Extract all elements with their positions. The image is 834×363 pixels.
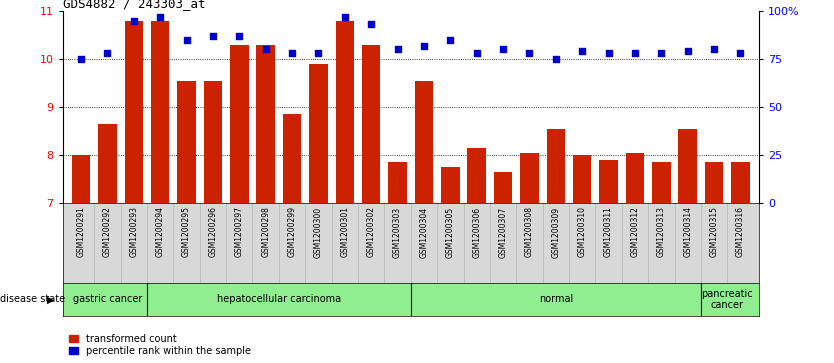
Bar: [573, 155, 591, 203]
Point: [575, 48, 589, 54]
Text: GDS4882 / 243303_at: GDS4882 / 243303_at: [63, 0, 205, 10]
Text: GSM1200309: GSM1200309: [551, 207, 560, 258]
Legend: transformed count, percentile rank within the sample: transformed count, percentile rank withi…: [68, 332, 253, 358]
Bar: [468, 148, 486, 203]
Bar: [230, 45, 249, 203]
Point: [655, 50, 668, 56]
Point: [285, 50, 299, 56]
Text: GSM1200306: GSM1200306: [472, 207, 481, 258]
Point: [153, 14, 167, 20]
Bar: [679, 129, 697, 203]
Bar: [652, 162, 671, 203]
Bar: [283, 114, 301, 203]
Bar: [441, 167, 460, 203]
Text: disease state: disease state: [0, 294, 65, 305]
Bar: [520, 153, 539, 203]
Text: GSM1200302: GSM1200302: [367, 207, 375, 257]
Text: GSM1200298: GSM1200298: [261, 207, 270, 257]
Point: [259, 46, 273, 52]
Text: GSM1200299: GSM1200299: [288, 207, 297, 257]
Bar: [203, 81, 222, 203]
Text: GSM1200316: GSM1200316: [736, 207, 745, 257]
Text: GSM1200313: GSM1200313: [657, 207, 666, 257]
Point: [602, 50, 615, 56]
Point: [312, 50, 325, 56]
Text: ▶: ▶: [47, 294, 54, 305]
Text: GSM1200310: GSM1200310: [578, 207, 586, 257]
Point: [74, 56, 88, 62]
Text: GSM1200294: GSM1200294: [156, 207, 164, 257]
Point: [523, 50, 536, 56]
Point: [180, 37, 193, 42]
Text: GSM1200301: GSM1200301: [340, 207, 349, 257]
Text: normal: normal: [539, 294, 573, 305]
Text: GSM1200307: GSM1200307: [499, 207, 508, 258]
Point: [734, 50, 747, 56]
Bar: [151, 20, 169, 203]
Text: GSM1200293: GSM1200293: [129, 207, 138, 257]
Text: GSM1200292: GSM1200292: [103, 207, 112, 257]
Text: GSM1200295: GSM1200295: [182, 207, 191, 257]
Bar: [124, 20, 143, 203]
Text: GSM1200291: GSM1200291: [77, 207, 86, 257]
Bar: [256, 45, 275, 203]
Point: [496, 46, 510, 52]
Text: GSM1200308: GSM1200308: [525, 207, 534, 257]
Point: [206, 33, 219, 39]
Bar: [72, 155, 90, 203]
Bar: [389, 162, 407, 203]
Bar: [494, 172, 512, 203]
Bar: [600, 160, 618, 203]
Bar: [705, 162, 723, 203]
Text: GSM1200314: GSM1200314: [683, 207, 692, 257]
Text: GSM1200297: GSM1200297: [235, 207, 244, 257]
Bar: [178, 81, 196, 203]
Point: [233, 33, 246, 39]
Point: [628, 50, 641, 56]
Text: GSM1200305: GSM1200305: [446, 207, 455, 258]
Point: [364, 21, 378, 27]
Text: GSM1200315: GSM1200315: [710, 207, 719, 257]
Point: [127, 17, 140, 23]
Bar: [546, 129, 565, 203]
Point: [707, 46, 721, 52]
Text: GSM1200296: GSM1200296: [208, 207, 218, 257]
Text: GSM1200300: GSM1200300: [314, 207, 323, 258]
Bar: [335, 20, 354, 203]
Bar: [98, 124, 117, 203]
Point: [444, 37, 457, 42]
Point: [391, 46, 404, 52]
Text: pancreatic
cancer: pancreatic cancer: [701, 289, 753, 310]
Text: GSM1200311: GSM1200311: [604, 207, 613, 257]
Point: [338, 14, 351, 20]
Bar: [309, 64, 328, 203]
Bar: [731, 162, 750, 203]
Text: GSM1200303: GSM1200303: [393, 207, 402, 258]
Text: GSM1200304: GSM1200304: [420, 207, 429, 258]
Bar: [414, 81, 433, 203]
Point: [470, 50, 484, 56]
Text: hepatocellular carcinoma: hepatocellular carcinoma: [217, 294, 341, 305]
Point: [417, 42, 430, 48]
Text: gastric cancer: gastric cancer: [73, 294, 142, 305]
Point: [101, 50, 114, 56]
Bar: [362, 45, 380, 203]
Bar: [626, 153, 644, 203]
Point: [549, 56, 562, 62]
Text: GSM1200312: GSM1200312: [631, 207, 640, 257]
Point: [681, 48, 695, 54]
